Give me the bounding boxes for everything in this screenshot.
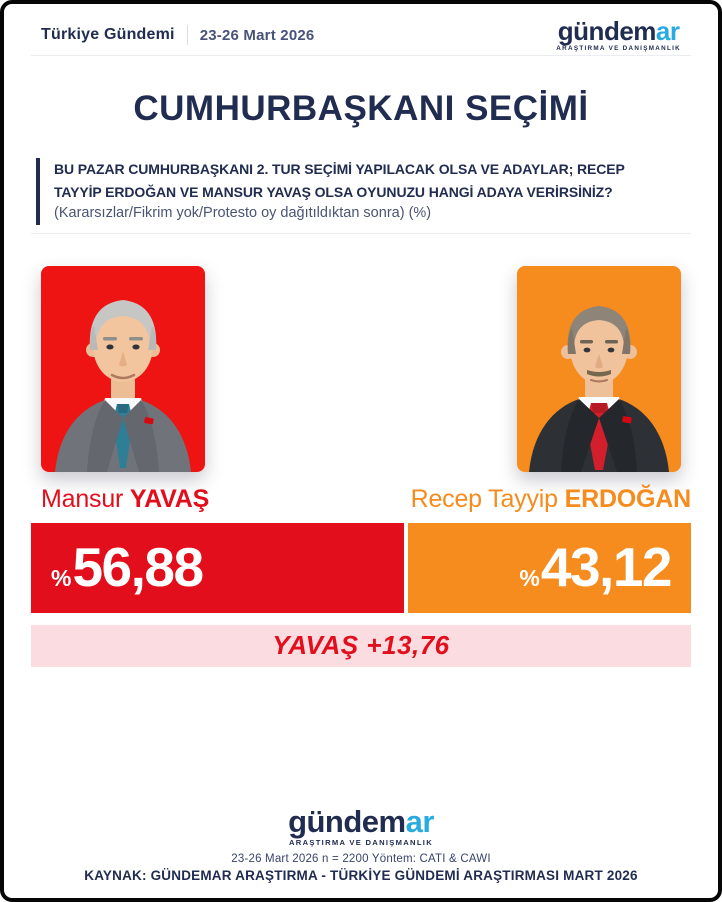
gundemar-footer-logo-word: gündemar xyxy=(288,806,434,837)
erdogan-result-value: % 43,12 xyxy=(519,536,673,599)
difference-strip: YAVAŞ +13,76 xyxy=(31,624,691,667)
question-note: (Kararsızlar/Fikrim yok/Protesto oy dağı… xyxy=(54,205,432,222)
header-bar: Türkiye Gündemi 23-26 Mart 2026 gündemar… xyxy=(31,17,691,53)
yavas-percentage: 56,88 xyxy=(72,536,204,599)
candidate-photos-row xyxy=(31,265,691,472)
question-separator xyxy=(31,232,691,234)
logo-text-ar: ar xyxy=(405,803,435,839)
candidate-names-row: Mansur YAVAŞ Recep Tayyip ERDOĞAN xyxy=(31,485,691,514)
percent-sign: % xyxy=(51,565,72,592)
mansur-yavas-portrait xyxy=(41,265,205,472)
logo-text-gundem: gündem xyxy=(557,15,657,46)
survey-question-block: BU PAZAR CUMHURBAŞKANI 2. TUR SEÇİMİ YAP… xyxy=(36,158,691,225)
gundemar-footer-logo: gündemar ARAŞTIRMA VE DANIŞMANLIK xyxy=(288,806,434,847)
erdogan-photo xyxy=(517,265,681,472)
yavas-first-name: Mansur xyxy=(41,484,124,513)
logo-text-gundem: gündem xyxy=(288,803,406,839)
question-line-1: BU PAZAR CUMHURBAŞKANI 2. TUR SEÇİMİ YAP… xyxy=(54,161,625,178)
methodology-note: 23-26 Mart 2026 n = 2200 Yöntem: CATI & … xyxy=(231,853,491,866)
difference-label: YAVAŞ +13,76 xyxy=(272,630,450,661)
question-line-2: TAYYİP ERDOĞAN VE MANSUR YAVAŞ OLSA OYUN… xyxy=(54,183,613,200)
erdogan-name: Recep Tayyip ERDOĞAN xyxy=(410,484,692,514)
logo-text-ar: ar xyxy=(655,15,680,46)
logo-tagline: ARAŞTIRMA VE DANIŞMANLIK xyxy=(556,44,681,52)
program-title: Türkiye Gündemi xyxy=(41,26,175,43)
mansur-yavas-photo xyxy=(41,265,205,472)
source-note: KAYNAK: GÜNDEMAR ARAŞTIRMA - TÜRKİYE GÜN… xyxy=(84,868,638,884)
logo-tagline: ARAŞTIRMA VE DANIŞMANLIK xyxy=(289,837,433,847)
header-divider-line xyxy=(186,25,188,45)
yavas-name: Mansur YAVAŞ xyxy=(41,485,209,514)
yavas-result-value: % 56,88 xyxy=(51,536,204,599)
footer: gündemar ARAŞTIRMA VE DANIŞMANLIK 23-26 … xyxy=(31,806,691,884)
erdogan-result-bar: % 43,12 xyxy=(408,522,691,613)
gundemar-logo-word: gündemar xyxy=(558,18,680,44)
gundemar-logo: gündemar ARAŞTIRMA VE DANIŞMANLIK xyxy=(556,18,681,52)
percent-sign: % xyxy=(519,565,540,592)
yavas-result-bar: % 56,88 xyxy=(31,522,405,613)
result-bars: % 56,88 % 43,12 xyxy=(31,522,691,613)
erdogan-last-name: ERDOĞAN xyxy=(564,484,692,513)
header-separator xyxy=(31,55,691,56)
erdogan-first-name: Recep Tayyip xyxy=(410,484,558,513)
content-area: Türkiye Gündemi 23-26 Mart 2026 gündemar… xyxy=(4,4,718,898)
survey-date-range: 23-26 Mart 2026 xyxy=(199,26,315,44)
page-title: CUMHURBAŞKANI SEÇİMİ xyxy=(133,89,589,128)
erdogan-portrait xyxy=(517,265,681,472)
erdogan-percentage: 43,12 xyxy=(540,536,673,599)
yavas-last-name: YAVAŞ xyxy=(129,484,210,513)
program-brand: Türkiye Gündemi 23-26 Mart 2026 xyxy=(41,25,314,45)
